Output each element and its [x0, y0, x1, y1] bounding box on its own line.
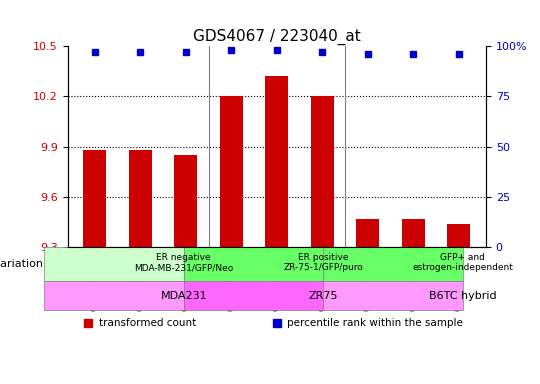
- Bar: [447, 223, 470, 247]
- FancyBboxPatch shape: [44, 281, 184, 310]
- Text: transformed count: transformed count: [99, 318, 196, 328]
- Title: GDS4067 / 223040_at: GDS4067 / 223040_at: [193, 28, 361, 45]
- Text: ER positive
ZR-75-1/GFP/puro: ER positive ZR-75-1/GFP/puro: [284, 253, 363, 272]
- FancyBboxPatch shape: [44, 247, 184, 281]
- FancyBboxPatch shape: [184, 247, 323, 281]
- Bar: [402, 218, 424, 247]
- Text: ER negative
MDA-MB-231/GFP/Neo: ER negative MDA-MB-231/GFP/Neo: [134, 253, 233, 272]
- Text: genotype/variation: genotype/variation: [0, 259, 43, 269]
- Text: B6TC hybrid: B6TC hybrid: [429, 291, 497, 301]
- Text: percentile rank within the sample: percentile rank within the sample: [287, 318, 463, 328]
- Text: MDA231: MDA231: [160, 291, 207, 301]
- Text: GFP+ and
estrogen-independent: GFP+ and estrogen-independent: [413, 253, 513, 272]
- FancyBboxPatch shape: [323, 247, 463, 281]
- FancyBboxPatch shape: [184, 281, 323, 310]
- Bar: [220, 96, 242, 247]
- FancyBboxPatch shape: [323, 281, 463, 310]
- Bar: [356, 218, 379, 247]
- Text: ZR75: ZR75: [308, 291, 338, 301]
- Bar: [83, 150, 106, 247]
- Bar: [311, 96, 334, 247]
- Bar: [129, 150, 152, 247]
- Bar: [174, 155, 197, 247]
- Bar: [265, 76, 288, 247]
